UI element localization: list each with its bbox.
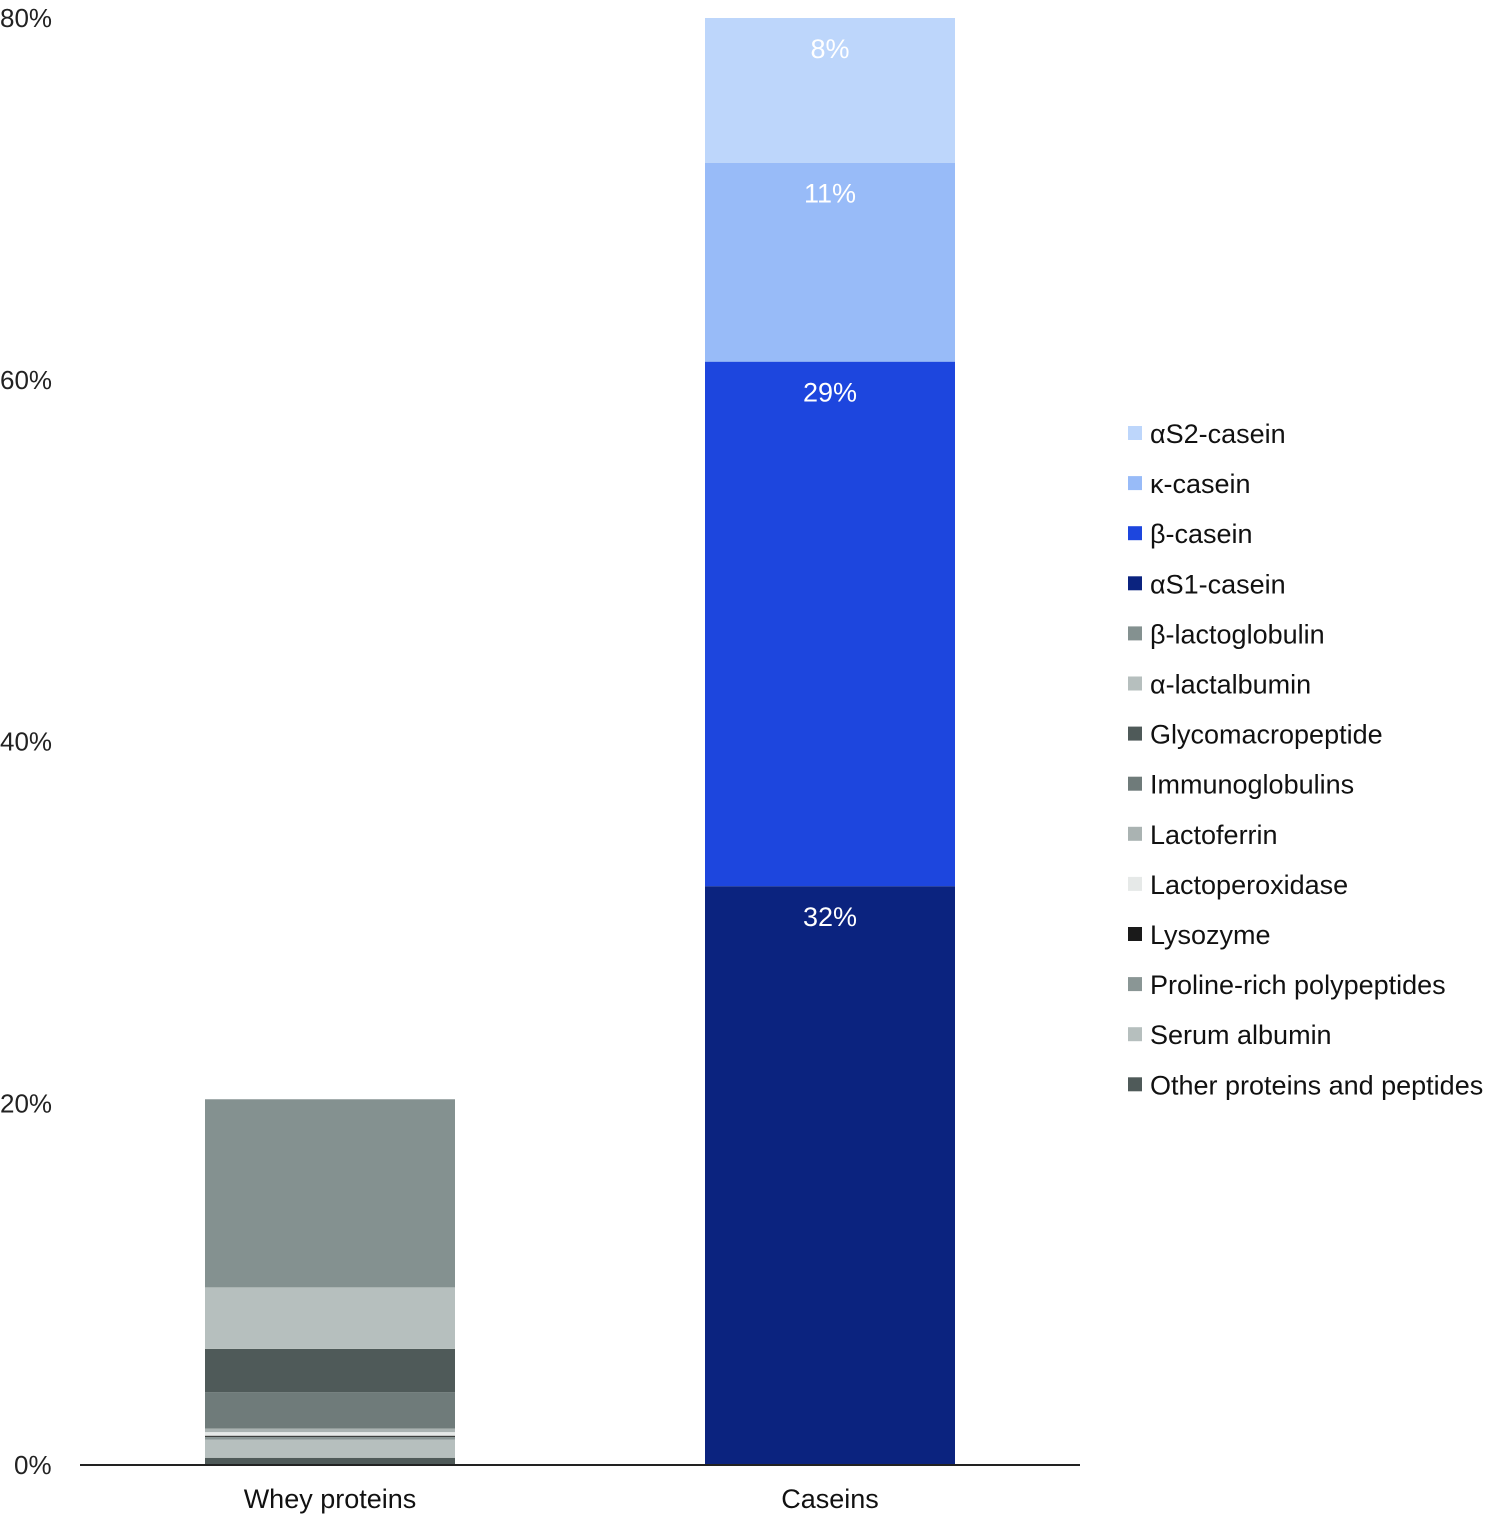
legend-swatch-casein [1128, 476, 1142, 491]
bar-segment-lactoperoxidase-whey-proteins [205, 1432, 455, 1436]
legend-swatch-lactalbumin [1128, 676, 1142, 691]
data-label-s2-casein: 8% [810, 34, 849, 64]
legend-swatch-casein [1128, 526, 1142, 541]
y-tick-label-0pct: 0% [14, 1450, 52, 1480]
legend-label-lysozyme: Lysozyme [1150, 920, 1271, 950]
legend-label-serum-albumin: Serum albumin [1150, 1020, 1332, 1050]
legend-label-immunoglobulins: Immunoglobulins [1150, 770, 1354, 800]
legend-swatch-lactoferrin [1128, 826, 1142, 841]
bar-segment-other-proteins-and-peptides-whey-proteins [205, 1457, 455, 1465]
data-label-casein: 29% [803, 378, 857, 408]
legend-swatch-s2-casein [1128, 426, 1142, 440]
x-category-label-whey-proteins: Whey proteins [244, 1484, 417, 1514]
legend-label-casein: κ-casein [1150, 469, 1251, 499]
legend-label-other-proteins-and-peptides: Other proteins and peptides [1150, 1070, 1483, 1100]
legend-label-lactalbumin: α-lactalbumin [1150, 670, 1311, 700]
data-labels-group: 32% 29% 11% 8% [803, 34, 857, 932]
legend-label-s1-casein: αS1-casein [1150, 569, 1286, 599]
legend: αS2-casein κ-casein β-casein αS1-casein β-la… [1128, 419, 1483, 1100]
data-label-casein: 11% [804, 179, 856, 209]
legend-swatch-immunoglobulins [1128, 776, 1142, 791]
y-tick-labels: 0% 20% 40% 60% 80% [0, 3, 52, 1480]
bar-segment-lysozyme-whey-proteins [205, 1435, 455, 1437]
legend-label-s2-casein: αS2-casein [1150, 419, 1286, 449]
y-tick-label-40pct: 40% [0, 727, 52, 757]
x-category-labels: Whey proteins Caseins [244, 1484, 879, 1514]
y-tick-label-20pct: 20% [0, 1088, 52, 1118]
legend-label-lactoglobulin: β-lactoglobulin [1150, 619, 1325, 649]
legend-swatch-lysozyme [1128, 927, 1142, 941]
y-tick-label-80pct: 80% [0, 3, 52, 33]
bar-segment-glycomacropeptide-whey-proteins [205, 1348, 455, 1393]
legend-swatch-lactoglobulin [1128, 626, 1142, 641]
bar-segment-s1-casein-caseins [705, 886, 955, 1465]
y-tick-label-60pct: 60% [0, 365, 52, 395]
bars-group [205, 18, 955, 1465]
bar-segment-casein-caseins [705, 361, 955, 887]
legend-label-casein: β-casein [1150, 519, 1253, 549]
legend-label-lactoperoxidase: Lactoperoxidase [1150, 870, 1348, 900]
bar-segment-s2-casein-caseins [705, 18, 955, 163]
bar-segment-lactalbumin-whey-proteins [205, 1287, 455, 1349]
legend-swatch-glycomacropeptide [1128, 726, 1142, 741]
bar-segment-lactoglobulin-whey-proteins [205, 1099, 455, 1288]
legend-swatch-proline-rich-polypeptides [1128, 977, 1142, 992]
bar-segment-casein-caseins [705, 162, 955, 362]
bar-segment-lactoferrin-whey-proteins [205, 1428, 455, 1433]
legend-label-lactoferrin: Lactoferrin [1150, 820, 1278, 850]
data-label-s1-casein: 32% [803, 902, 857, 932]
legend-label-proline-rich-polypeptides: Proline-rich polypeptides [1150, 970, 1446, 1000]
legend-swatch-other-proteins-and-peptides [1128, 1077, 1142, 1092]
bar-segment-immunoglobulins-whey-proteins [205, 1392, 455, 1429]
bar-segment-serum-albumin-whey-proteins [205, 1439, 455, 1458]
legend-label-glycomacropeptide: Glycomacropeptide [1150, 720, 1383, 750]
legend-swatch-lactoperoxidase [1128, 876, 1142, 891]
x-category-label-caseins: Caseins [781, 1484, 879, 1514]
bar-segment-proline-rich-polypeptides-whey-proteins [205, 1436, 455, 1440]
legend-swatch-s1-casein [1128, 576, 1142, 591]
legend-swatch-serum-albumin [1128, 1027, 1142, 1042]
